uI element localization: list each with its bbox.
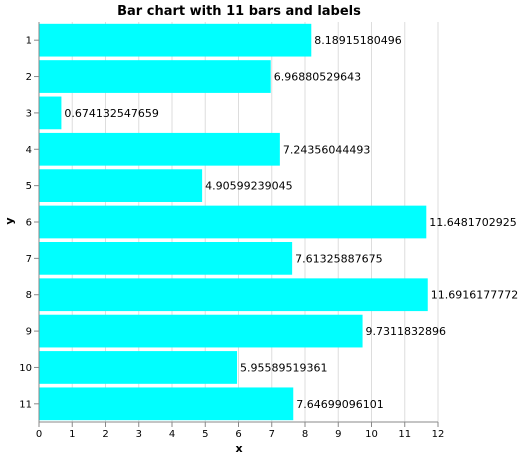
bar: [39, 351, 238, 384]
y-tick-label: 6: [26, 218, 32, 229]
x-tick-label: 11: [398, 429, 411, 440]
y-tick-label: 7: [26, 254, 32, 265]
x-tick-label: 12: [432, 429, 445, 440]
x-tick-label: 0: [36, 429, 42, 440]
x-tick-label: 2: [102, 429, 108, 440]
bars: [39, 23, 428, 421]
data-label: 7.64699096101: [296, 398, 383, 411]
bar: [39, 314, 363, 348]
x-tick-label: 1: [69, 429, 75, 440]
x-axis-title: x: [235, 442, 242, 455]
data-label: 0.674132547659: [64, 107, 158, 120]
data-label: 11.6916177772: [431, 289, 518, 302]
y-tick-label: 9: [26, 327, 32, 338]
y-tick-label: 11: [19, 399, 32, 410]
bar: [39, 278, 428, 312]
data-label: 8.18915180496: [314, 34, 401, 47]
bar: [39, 387, 294, 421]
y-tick-label: 2: [26, 72, 32, 83]
y-axis-title: y: [3, 217, 16, 224]
x-tick-label: 9: [335, 429, 341, 440]
bar: [39, 132, 280, 166]
y-tick-label: 8: [26, 290, 32, 301]
data-label: 6.96880529643: [274, 71, 361, 84]
data-label: 11.6481702925: [429, 216, 516, 229]
data-label: 5.95589519361: [240, 361, 327, 374]
x-tick-label: 4: [169, 429, 175, 440]
bar: [39, 169, 203, 202]
y-tick-label: 5: [26, 181, 32, 192]
x-tick-label: 10: [365, 429, 378, 440]
bar: [39, 23, 312, 57]
x-tick-label: 3: [136, 429, 142, 440]
data-label: 4.90599239045: [205, 180, 292, 193]
y-tick-label: 1: [26, 36, 32, 47]
data-label: 7.61325887675: [295, 252, 382, 265]
chart-title: Bar chart with 11 bars and labels: [117, 4, 361, 19]
data-label: 9.7311832896: [366, 325, 446, 338]
x-tick-label: 8: [302, 429, 308, 440]
y-tick-label: 4: [26, 145, 32, 156]
bar: [39, 96, 62, 130]
bar: [39, 60, 271, 93]
data-labels: 8.18915180496 6.96880529643 0.674132547659…: [64, 34, 518, 411]
data-label: 7.24356044493: [283, 143, 370, 156]
bar: [39, 205, 427, 239]
x-tick-label: 6: [235, 429, 241, 440]
y-tick-label: 10: [19, 363, 32, 374]
x-tick-label: 5: [202, 429, 208, 440]
y-tick-label: 3: [26, 108, 32, 119]
x-tick-label: 7: [269, 429, 275, 440]
bar: [39, 242, 293, 275]
